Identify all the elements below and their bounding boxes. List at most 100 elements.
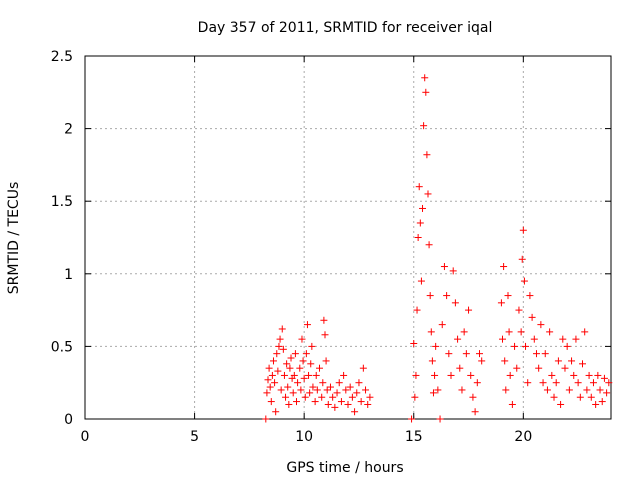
data-point (353, 389, 361, 397)
data-point (552, 379, 560, 387)
data-point (458, 386, 466, 394)
y-tick-label: 1.5 (51, 194, 73, 210)
x-tick-label: 5 (190, 429, 199, 445)
y-tick-label: 2.5 (51, 49, 73, 65)
data-point (274, 367, 282, 375)
data-point (355, 379, 363, 387)
chart-title: Day 357 of 2011, SRMTID for receiver iqa… (198, 20, 493, 36)
data-point (594, 371, 602, 379)
data-point (500, 263, 508, 271)
y-axis-label: SRMTID / TECUs (6, 182, 22, 295)
data-point (266, 383, 274, 391)
data-point (333, 389, 341, 397)
data-point (263, 389, 271, 397)
data-point (546, 328, 554, 336)
x-tick-label: 0 (81, 429, 90, 445)
data-point (539, 379, 547, 387)
data-point (415, 183, 423, 191)
data-point (436, 415, 444, 423)
data-point (515, 306, 523, 314)
data-point (517, 328, 525, 336)
data-point (520, 277, 528, 285)
data-point (568, 357, 576, 365)
data-point (451, 299, 459, 307)
data-point (277, 386, 285, 394)
data-point (303, 321, 311, 329)
data-point (269, 357, 277, 365)
data-point (273, 350, 281, 358)
data-point (305, 371, 313, 379)
data-point (431, 371, 439, 379)
grid-lines (85, 56, 611, 419)
data-point (579, 360, 587, 368)
data-point (447, 371, 455, 379)
data-point (287, 354, 295, 362)
data-point (410, 339, 418, 347)
y-tick-label: 0 (64, 412, 73, 428)
data-point (565, 386, 573, 394)
data-point (312, 371, 320, 379)
data-point (262, 415, 270, 423)
data-point (359, 364, 367, 372)
data-point (348, 393, 356, 401)
data-point (596, 386, 604, 394)
data-point (537, 321, 545, 329)
data-point (421, 74, 429, 82)
data-point (279, 345, 287, 353)
data-point (476, 350, 483, 358)
data-point (364, 400, 372, 408)
data-point (292, 398, 300, 406)
data-point (465, 306, 473, 314)
data-point (471, 408, 479, 416)
data-point (438, 321, 446, 329)
data-point (456, 364, 464, 372)
data-point (265, 364, 273, 372)
data-point (592, 400, 600, 408)
data-point (557, 400, 565, 408)
data-point (506, 371, 514, 379)
data-point (603, 389, 611, 397)
data-point (299, 357, 307, 365)
data-point (587, 393, 595, 401)
data-point (313, 386, 321, 394)
data-point (434, 386, 442, 394)
data-point (467, 371, 475, 379)
data-point (423, 151, 431, 159)
data-point (337, 398, 345, 406)
data-point (417, 277, 425, 285)
data-point (284, 383, 292, 391)
data-point (605, 379, 613, 387)
data-point (280, 371, 288, 379)
data-point (340, 371, 348, 379)
data-point (290, 371, 298, 379)
data-point (583, 386, 591, 394)
data-point (502, 386, 510, 394)
data-point (548, 371, 556, 379)
data-point (505, 328, 513, 336)
data-point (276, 335, 284, 343)
data-point (309, 383, 317, 391)
data-point (469, 393, 477, 401)
data-point (429, 389, 437, 397)
data-point (413, 306, 421, 314)
data-point (316, 364, 324, 372)
data-point (357, 398, 365, 406)
data-point (335, 379, 343, 387)
data-point (268, 371, 276, 379)
data-point (411, 393, 419, 401)
data-point (422, 88, 430, 96)
y-tick-label: 2 (64, 122, 73, 138)
data-point (307, 360, 315, 368)
data-point (412, 371, 420, 379)
data-point (443, 292, 451, 300)
data-point (497, 299, 505, 307)
data-point (311, 398, 319, 406)
data-point (282, 393, 290, 401)
data-point (321, 331, 329, 339)
data-point (326, 383, 334, 391)
data-point (272, 408, 280, 416)
data-point (283, 360, 291, 368)
data-point (559, 335, 567, 343)
